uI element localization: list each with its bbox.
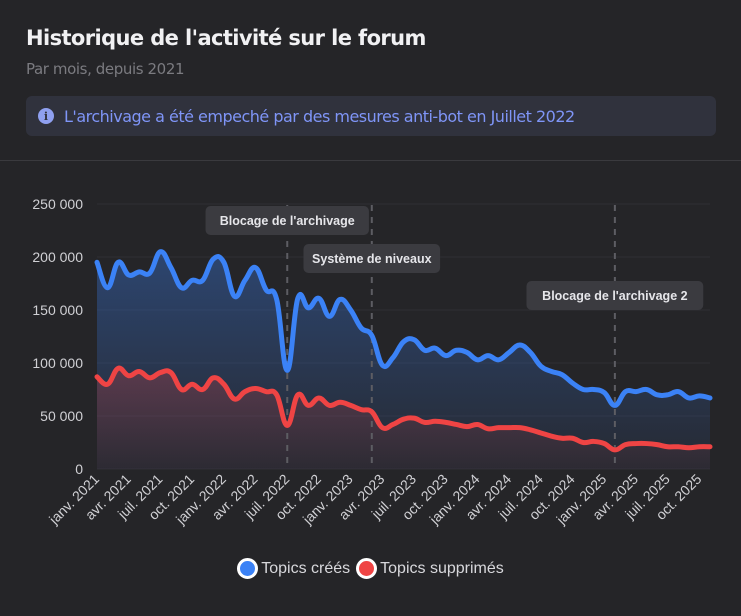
legend-swatch-red: [356, 558, 378, 579]
chart-subtitle: Par mois, depuis 2021: [26, 60, 185, 78]
legend-item-deleted[interactable]: Topics supprimés: [356, 558, 504, 579]
y-tick-label: 200 000: [32, 249, 83, 265]
annotation-label: Système de niveaux: [312, 252, 432, 266]
chart-title: Historique de l'activité sur le forum: [26, 26, 426, 50]
annotation-box: [303, 244, 441, 273]
area-deleted: [97, 368, 710, 469]
legend-item-created[interactable]: Topics créés: [237, 558, 350, 579]
line-created: [94, 249, 713, 408]
legend: Topics créés Topics supprimés: [0, 558, 741, 579]
info-circle-icon: i: [38, 108, 54, 124]
info-text: L'archivage a été empeché par des mesure…: [64, 106, 575, 126]
y-tick-label: 250 000: [32, 196, 83, 212]
annotation-label: Blocage de l'archivage: [220, 214, 355, 228]
legend-label: Topics créés: [261, 559, 351, 577]
line-deleted: [94, 365, 713, 453]
y-tick-label: 50 000: [40, 408, 83, 424]
legend-label: Topics supprimés: [380, 559, 504, 577]
divider: [0, 160, 741, 161]
annotation-label: Blocage de l'archivage 2: [542, 289, 687, 303]
annotation-box: [205, 206, 369, 235]
info-banner: i L'archivage a été empeché par des mesu…: [26, 96, 716, 136]
y-tick-label: 0: [75, 461, 83, 477]
legend-swatch-blue: [237, 558, 259, 579]
y-tick-label: 150 000: [32, 302, 83, 318]
y-tick-label: 100 000: [32, 355, 83, 371]
annotation-box: [526, 281, 704, 310]
